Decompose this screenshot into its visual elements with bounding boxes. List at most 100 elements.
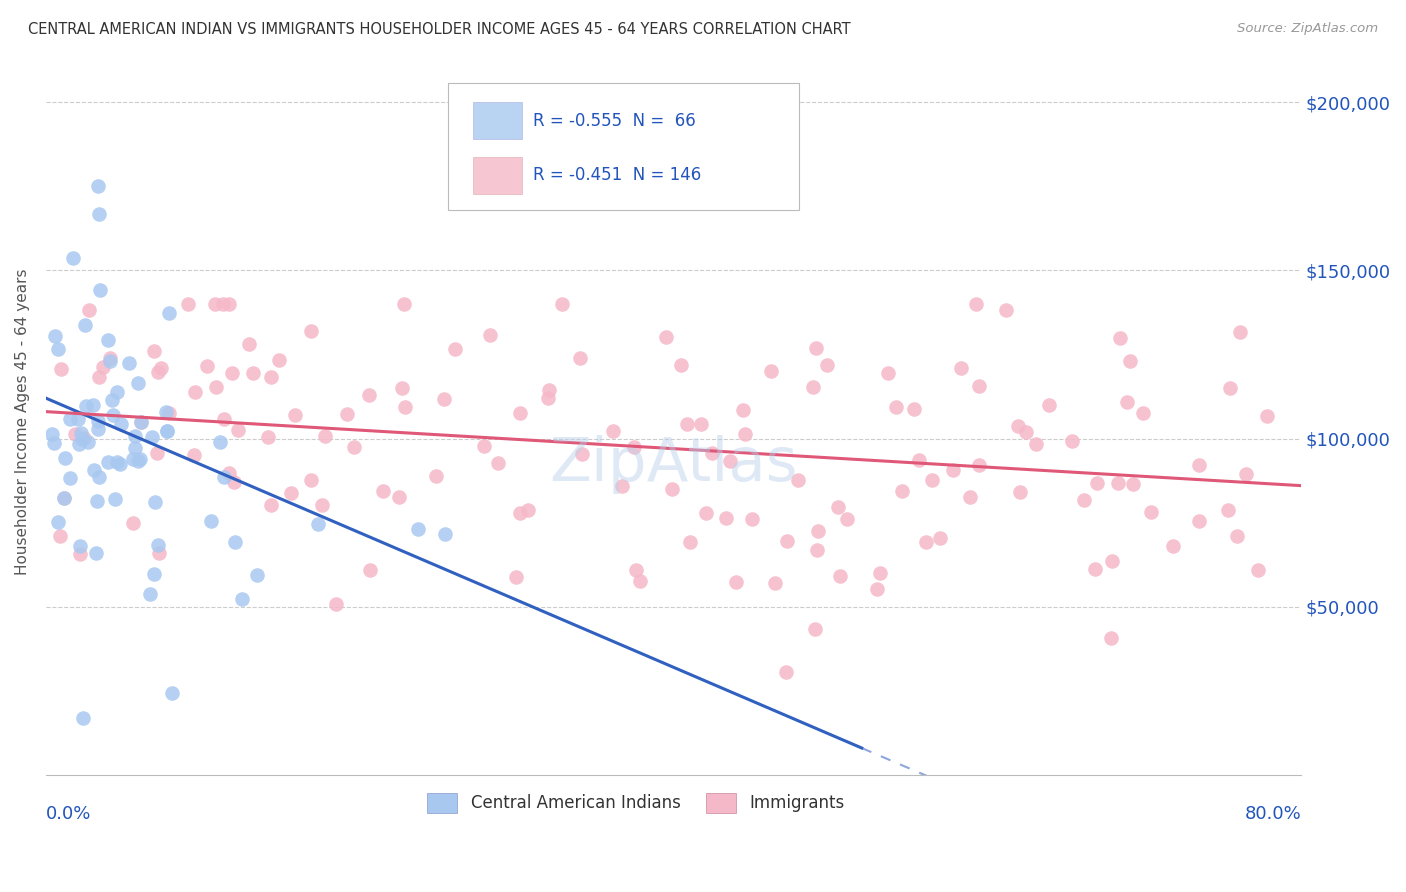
Point	[1234, 467, 1257, 482]
Point	[827, 500, 849, 515]
Point	[406, 522, 429, 536]
Point	[967, 379, 990, 393]
Point	[623, 440, 645, 454]
Point	[388, 490, 411, 504]
Point	[391, 381, 413, 395]
Point	[145, 445, 167, 459]
Point	[77, 434, 100, 449]
Y-axis label: Householder Income Ages 45 - 64 years: Householder Income Ages 45 - 64 years	[15, 268, 30, 575]
Point	[183, 448, 205, 462]
Text: ZipAtlas: ZipAtlas	[550, 434, 797, 493]
Point	[1219, 381, 1241, 395]
Point	[425, 468, 447, 483]
Point	[222, 475, 245, 490]
Point	[1116, 395, 1139, 409]
Point	[908, 453, 931, 467]
Point	[1099, 631, 1122, 645]
Point	[121, 516, 143, 531]
Point	[775, 665, 797, 680]
Point	[256, 429, 278, 443]
Point	[1101, 554, 1123, 568]
Point	[156, 425, 179, 439]
Point	[537, 392, 560, 406]
Point	[804, 341, 827, 355]
Point	[129, 415, 152, 429]
Point	[139, 586, 162, 600]
Point	[89, 283, 111, 297]
Point	[444, 342, 467, 356]
Point	[70, 425, 93, 440]
Point	[1107, 476, 1129, 491]
Point	[70, 433, 93, 447]
Point	[1188, 458, 1211, 473]
Point	[394, 297, 416, 311]
Point	[433, 392, 456, 406]
Point	[1216, 503, 1239, 517]
Point	[806, 543, 828, 558]
Point	[124, 441, 146, 455]
Point	[671, 358, 693, 372]
Point	[66, 412, 89, 426]
Text: 0.0%: 0.0%	[46, 805, 91, 823]
Point	[866, 582, 889, 597]
Point	[876, 366, 898, 380]
Point	[104, 492, 127, 507]
Point	[208, 435, 231, 450]
Point	[218, 297, 240, 311]
Point	[804, 622, 827, 636]
Point	[776, 533, 799, 548]
Point	[801, 380, 824, 394]
Point	[472, 439, 495, 453]
Point	[157, 406, 180, 420]
Point	[127, 454, 149, 468]
Point	[260, 498, 283, 512]
Point	[921, 473, 943, 487]
Point	[156, 425, 179, 439]
Point	[1119, 354, 1142, 368]
Point	[77, 302, 100, 317]
Point	[87, 422, 110, 436]
Point	[86, 546, 108, 560]
Point	[128, 452, 150, 467]
Point	[314, 429, 336, 443]
Point	[718, 454, 741, 468]
Point	[148, 546, 170, 560]
Point	[343, 441, 366, 455]
Point	[478, 328, 501, 343]
Point	[105, 455, 128, 469]
Point	[87, 207, 110, 221]
Point	[690, 417, 713, 432]
FancyBboxPatch shape	[447, 83, 799, 210]
Point	[212, 412, 235, 426]
Point	[97, 454, 120, 468]
Point	[787, 473, 810, 487]
Point	[731, 403, 754, 417]
Point	[628, 574, 651, 588]
Point	[87, 179, 110, 194]
Point	[141, 430, 163, 444]
Point	[891, 484, 914, 499]
Point	[624, 563, 647, 577]
Point	[59, 412, 82, 426]
Point	[143, 495, 166, 509]
Point	[87, 369, 110, 384]
Point	[65, 426, 87, 441]
Point	[1226, 529, 1249, 543]
Point	[100, 392, 122, 407]
Point	[267, 352, 290, 367]
Point	[62, 251, 84, 265]
Point	[509, 406, 531, 420]
Point	[98, 354, 121, 368]
Point	[807, 524, 830, 538]
Point	[108, 457, 131, 471]
Point	[238, 337, 260, 351]
Point	[204, 297, 226, 311]
Point	[307, 516, 329, 531]
Point	[299, 473, 322, 487]
Point	[1188, 514, 1211, 528]
Point	[359, 563, 381, 577]
Legend: Central American Indians, Immigrants: Central American Indians, Immigrants	[420, 786, 851, 820]
Point	[224, 535, 246, 549]
FancyBboxPatch shape	[472, 157, 522, 194]
Point	[46, 342, 69, 356]
